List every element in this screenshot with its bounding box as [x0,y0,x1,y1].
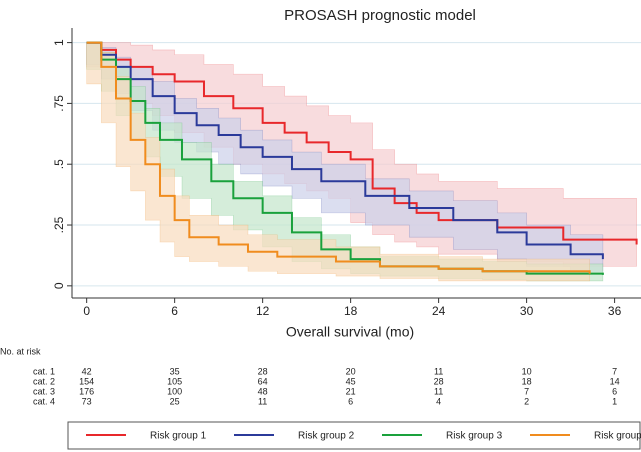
risk-count: 42 [82,366,92,376]
risk-count: 105 [167,376,182,386]
survival-line [86,41,638,245]
risk-count: 21 [346,386,356,396]
x-tick-label: 0 [83,304,90,318]
risk-count: 2 [524,396,529,406]
x-tick-label: 12 [256,304,270,318]
risk-count: 4 [436,396,441,406]
risk-count: 20 [346,366,356,376]
legend-label: Risk group 2 [298,431,355,442]
risk-count: 11 [258,396,267,406]
legend-label: Risk group 4 [594,431,641,442]
survival-line [86,41,591,274]
risk-count: 6 [612,386,617,396]
y-tick-label: .5 [52,159,66,169]
risk-count: 25 [170,396,180,406]
x-tick-label: 36 [608,304,622,318]
risk-count: 64 [258,376,268,386]
legend-box [67,421,641,450]
x-tick-label: 18 [344,304,358,318]
risk-table-title: No. at risk [0,346,41,356]
risk-count: 1 [612,396,617,406]
risk-count: 176 [79,386,94,396]
x-tick-label: 30 [520,304,534,318]
risk-count: 73 [82,396,92,406]
risk-count: 7 [612,366,617,376]
risk-count: 100 [167,386,182,396]
risk-count: 18 [522,376,532,386]
risk-count: 7 [524,386,529,396]
risk-count: 35 [170,366,180,376]
x-axis-label: Overall survival (mo) [286,324,414,340]
risk-count: 154 [79,376,94,386]
risk-count: 6 [348,396,353,406]
risk-row-label: cat. 2 [33,376,55,386]
risk-count: 28 [258,366,268,376]
risk-count: 48 [258,386,268,396]
risk-row-label: cat. 3 [33,386,55,396]
x-tick-label: 6 [171,304,178,318]
legend-label: Risk group 1 [150,431,207,442]
y-tick-label: .25 [52,216,66,233]
risk-row-label: cat. 4 [33,396,55,406]
legend-label: Risk group 3 [446,431,503,442]
risk-count: 10 [522,366,532,376]
risk-count: 28 [434,376,444,386]
y-tick-label: .75 [52,95,66,112]
risk-count: 11 [434,386,443,396]
risk-count: 14 [610,376,620,386]
risk-count: 11 [434,366,443,376]
risk-count: 45 [346,376,356,386]
y-tick-label: 0 [52,282,66,289]
x-tick-label: 24 [432,304,446,318]
y-tick-label: 1 [52,39,66,46]
chart-title: PROSASH prognostic model [284,7,476,24]
risk-row-label: cat. 1 [33,366,55,376]
